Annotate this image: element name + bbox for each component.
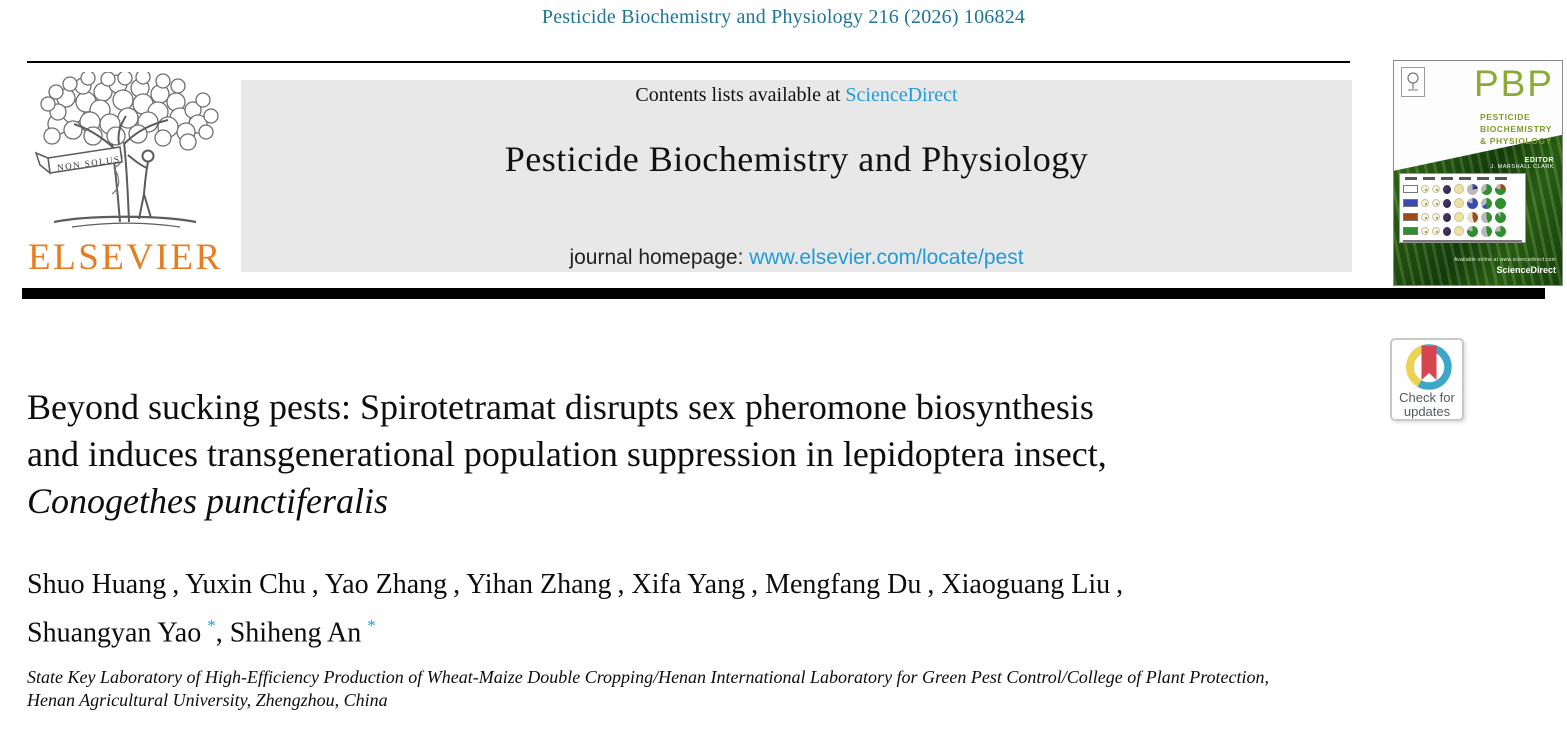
- sciencedirect-link[interactable]: ScienceDirect: [845, 84, 958, 106]
- title-species: Conogethes punctiferalis: [27, 481, 388, 521]
- top-rule: [27, 61, 1350, 63]
- cover-graphical-abstract: [1399, 173, 1526, 243]
- author-name: Shiheng An: [229, 617, 362, 649]
- banner-journal-title: Pesticide Biochemistry and Physiology: [504, 139, 1089, 179]
- homepage-link[interactable]: www.elsevier.com/locate/pest: [749, 246, 1024, 269]
- author-name: Shuangyan Yao: [27, 617, 202, 649]
- badge-line1: Check for: [1399, 390, 1455, 405]
- author-name: Yuxin Chu: [185, 569, 306, 600]
- non-solus-ribbon: NON SOLUS: [34, 146, 123, 175]
- ground: [53, 215, 197, 228]
- author-name: Shuo Huang: [27, 569, 167, 600]
- journal-citation-link[interactable]: Pesticide Biochemistry and Physiology 21…: [541, 6, 1026, 28]
- bookmark-icon: [1421, 346, 1437, 380]
- author-name: Yao Zhang: [324, 569, 448, 600]
- badge-line2: updates: [1403, 404, 1451, 419]
- figure: [127, 149, 155, 220]
- author-name: Xifa Yang: [631, 569, 746, 600]
- contents-line: Contents lists available at ScienceDirec…: [241, 84, 1352, 107]
- cover-abbrev: PBP: [1473, 63, 1554, 104]
- homepage-prefix: journal homepage:: [569, 246, 750, 269]
- elsevier-wordmark: ELSEVIER: [28, 237, 223, 278]
- cover-available-line: Available online at www.sciencedirect.co…: [1453, 257, 1556, 263]
- elsevier-logo: NON SOLUS ELSEVIER: [28, 72, 223, 278]
- corresponding-author-asterisk[interactable]: *: [367, 616, 376, 635]
- author-list: Shuo Huang, Yuxin Chu, Yao Zhang, Yihan …: [27, 569, 1124, 649]
- affiliation: State Key Laboratory of High-Efficiency …: [27, 666, 1547, 712]
- title-line-2: and induces transgenerational population…: [27, 434, 1107, 474]
- article-title: Beyond sucking pests: Spirotetramat disr…: [27, 384, 1447, 525]
- author-name: Mengfang Du: [765, 569, 922, 600]
- title-line-1: Beyond sucking pests: Spirotetramat disr…: [27, 387, 1094, 427]
- journal-cover-thumbnail: PBP PESTICIDE BIOCHEMISTRY & PHYSIOLOGY …: [1393, 60, 1563, 286]
- cover-journal-name: PESTICIDE BIOCHEMISTRY & PHYSIOLOGY: [1480, 112, 1553, 146]
- check-for-updates-badge[interactable]: Check for updates: [1390, 338, 1464, 421]
- homepage-line: journal homepage: www.elsevier.com/locat…: [241, 246, 1352, 270]
- affiliation-line-1: State Key Laboratory of High-Efficiency …: [27, 667, 1270, 687]
- cover-sciencedirect-brand: ScienceDirect: [1496, 265, 1556, 275]
- affiliation-line-2: Henan Agricultural University, Zhengzhou…: [27, 690, 388, 710]
- cover-editor: EDITOR J. MARSHALL CLARK: [1490, 157, 1554, 170]
- contents-prefix: Contents lists available at: [635, 84, 846, 106]
- elsevier-mini-logo-icon: [1401, 67, 1425, 97]
- check-updates-ring-icon: [1406, 344, 1452, 390]
- author-name: Xiaoguang Liu: [941, 569, 1111, 600]
- masthead-banner: Contents lists available at ScienceDirec…: [241, 80, 1352, 272]
- elsevier-tree-icon: NON SOLUS: [34, 72, 219, 228]
- thick-divider: [22, 288, 1545, 299]
- author-name: Yihan Zhang: [466, 569, 612, 600]
- corresponding-author-asterisk[interactable]: *: [207, 616, 216, 635]
